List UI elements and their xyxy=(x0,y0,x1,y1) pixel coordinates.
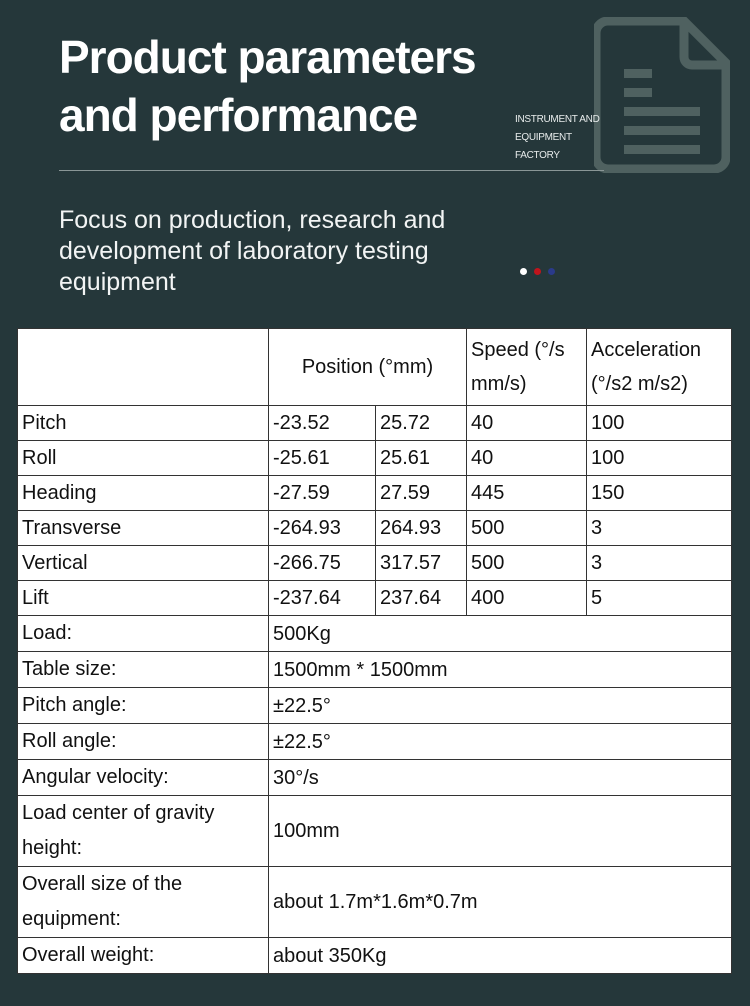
header-position: Position (°mm) xyxy=(268,328,467,406)
row-label: Pitch xyxy=(17,405,269,441)
row-label: Vertical xyxy=(17,545,269,581)
spec-label: Load center of gravity height: xyxy=(17,795,269,867)
spec-value: ±22.5° xyxy=(268,723,732,760)
spec-value: 500Kg xyxy=(268,615,732,652)
cell-value: 3 xyxy=(586,510,732,546)
header-empty xyxy=(17,328,269,406)
cell-value: 40 xyxy=(466,440,587,476)
title-line-1: Product parameters xyxy=(59,31,477,83)
cell-value: -237.64 xyxy=(268,580,376,616)
cell-value: 264.93 xyxy=(375,510,467,546)
spec-label: Pitch angle: xyxy=(17,687,269,724)
spec-value: 30°/s xyxy=(268,759,732,796)
table-header-row: Position (°mm) Speed (°/s mm/s) Accelera… xyxy=(17,328,732,406)
spec-label: Overall weight: xyxy=(17,937,269,974)
subtitle: Focus on production, research and develo… xyxy=(59,206,446,296)
table-row: Load center of gravity height: 100mm xyxy=(17,795,732,867)
pagination-dots xyxy=(520,268,555,275)
spec-value: about 1.7m*1.6m*0.7m xyxy=(268,866,732,938)
cell-value: 100 xyxy=(586,440,732,476)
table-row: Overall size of the equipment: about 1.7m… xyxy=(17,866,732,938)
tagline-line: FACTORY xyxy=(515,150,560,161)
table-row: Load: 500Kg xyxy=(17,615,732,652)
cell-value: -264.93 xyxy=(268,510,376,546)
cell-value: 500 xyxy=(466,545,587,581)
cell-value: 25.61 xyxy=(375,440,467,476)
divider xyxy=(59,170,604,171)
dot xyxy=(534,268,541,275)
table-row: Heading -27.59 27.59 445 150 xyxy=(17,475,732,511)
spec-label: Overall size of the equipment: xyxy=(17,866,269,938)
row-label: Roll xyxy=(17,440,269,476)
tagline-line: EQUIPMENT xyxy=(515,132,572,143)
row-label: Heading xyxy=(17,475,269,511)
spec-label: Roll angle: xyxy=(17,723,269,760)
spec-value: ±22.5° xyxy=(268,687,732,724)
table-row: Transverse -264.93 264.93 500 3 xyxy=(17,510,732,546)
cell-value: 25.72 xyxy=(375,405,467,441)
table-row: Angular velocity: 30°/s xyxy=(17,759,732,796)
cell-value: 27.59 xyxy=(375,475,467,511)
table-row: Pitch angle: ±22.5° xyxy=(17,687,732,724)
factory-tagline: INSTRUMENT AND EQUIPMENT FACTORY xyxy=(515,111,600,165)
page-title: Product parameters and performance xyxy=(59,28,477,144)
table-row: Table size: 1500mm * 1500mm xyxy=(17,651,732,688)
header-speed: Speed (°/s mm/s) xyxy=(466,328,587,406)
cell-value: 5 xyxy=(586,580,732,616)
table-row: Overall weight: about 350Kg xyxy=(17,937,732,974)
table-row: Pitch -23.52 25.72 40 100 xyxy=(17,405,732,441)
table-row: Roll angle: ±22.5° xyxy=(17,723,732,760)
row-label: Transverse xyxy=(17,510,269,546)
dot xyxy=(520,268,527,275)
cell-value: 100 xyxy=(586,405,732,441)
spec-label: Angular velocity: xyxy=(17,759,269,796)
dot xyxy=(548,268,555,275)
cell-value: 40 xyxy=(466,405,587,441)
cell-value: -23.52 xyxy=(268,405,376,441)
cell-value: 150 xyxy=(586,475,732,511)
cell-value: 3 xyxy=(586,545,732,581)
table-row: Lift -237.64 237.64 400 5 xyxy=(17,580,732,616)
cell-value: -27.59 xyxy=(268,475,376,511)
cell-value: -25.61 xyxy=(268,440,376,476)
spec-value: about 350Kg xyxy=(268,937,732,974)
title-line-2: and performance xyxy=(59,89,418,141)
spec-label: Table size: xyxy=(17,651,269,688)
header-acceleration: Acceleration (°/s2 m/s2) xyxy=(586,328,732,406)
tagline-line: INSTRUMENT AND xyxy=(515,114,600,125)
spec-value: 100mm xyxy=(268,795,732,867)
table-row: Vertical -266.75 317.57 500 3 xyxy=(17,545,732,581)
cell-value: 445 xyxy=(466,475,587,511)
table-row: Roll -25.61 25.61 40 100 xyxy=(17,440,732,476)
cell-value: -266.75 xyxy=(268,545,376,581)
cell-value: 400 xyxy=(466,580,587,616)
spec-value: 1500mm * 1500mm xyxy=(268,651,732,688)
cell-value: 317.57 xyxy=(375,545,467,581)
spec-label: Load: xyxy=(17,615,269,652)
document-icon xyxy=(594,17,730,173)
cell-value: 500 xyxy=(466,510,587,546)
parameters-table: Position (°mm) Speed (°/s mm/s) Accelera… xyxy=(17,328,732,974)
row-label: Lift xyxy=(17,580,269,616)
cell-value: 237.64 xyxy=(375,580,467,616)
